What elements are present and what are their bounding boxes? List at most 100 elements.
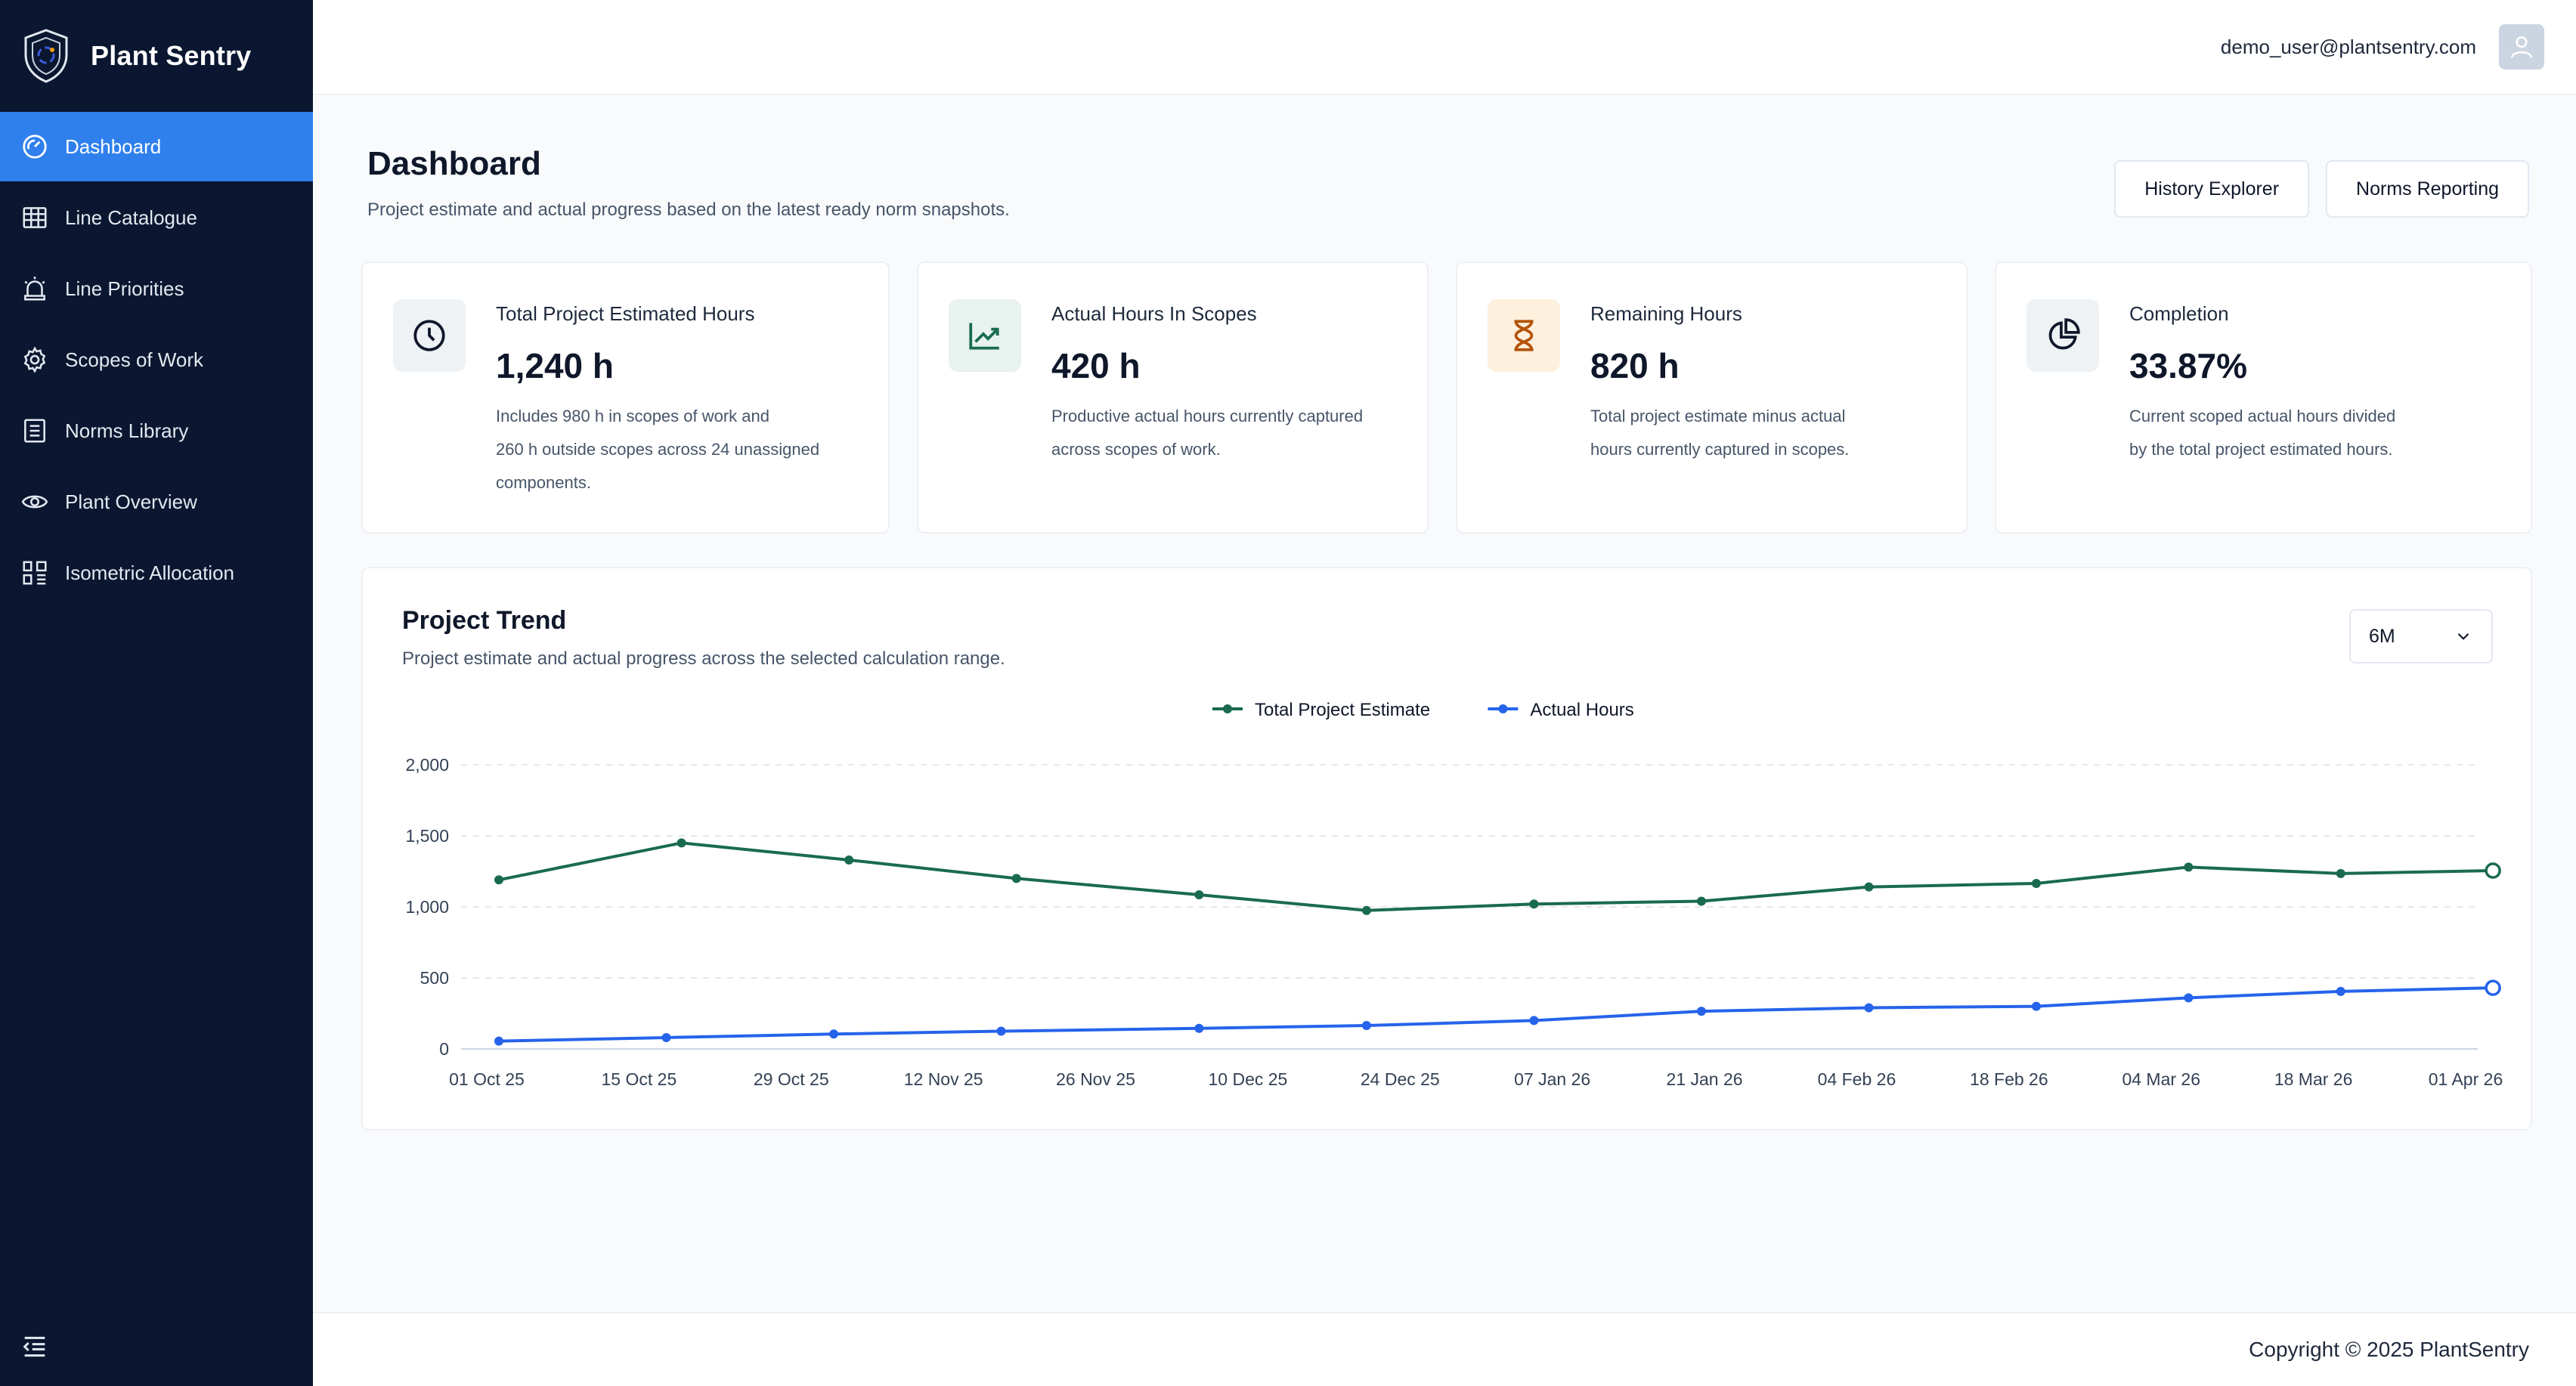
sidebar-item-plant-overview[interactable]: Plant Overview [0, 467, 313, 537]
kpi-card-remaining-hours: Remaining Hours 820 h Total project esti… [1456, 261, 1968, 534]
alarm-light-icon [20, 274, 50, 304]
kpi-label: Actual Hours In Scopes [1051, 302, 1257, 325]
range-select[interactable]: 6M [2349, 609, 2493, 664]
sidebar-item-line-priorities[interactable]: Line Priorities [0, 254, 313, 323]
data-point [1011, 874, 1021, 883]
kpi-description-line: components. [496, 473, 591, 492]
data-point [1529, 899, 1539, 909]
data-point [1696, 1007, 1706, 1016]
kpi-label: Completion [2129, 302, 2229, 325]
kpi-card-total-estimated: Total Project Estimated Hours 1,240 h In… [361, 261, 890, 534]
avatar[interactable] [2499, 24, 2544, 70]
data-point [1864, 882, 1874, 892]
data-point [2485, 979, 2501, 996]
page-header: Dashboard Project estimate and actual pr… [367, 145, 1010, 221]
range-select-value: 6M [2369, 625, 2395, 647]
pie-chart-icon [2026, 299, 2100, 372]
page-subtitle: Project estimate and actual progress bas… [367, 200, 1010, 220]
sidebar-item-label: Line Priorities [65, 277, 184, 300]
sidebar-item-label: Norms Library [65, 419, 189, 442]
table-grid-icon [20, 203, 50, 233]
x-tick-label: 01 Oct 25 [449, 1069, 525, 1089]
x-tick-label: 04 Mar 26 [2122, 1069, 2200, 1089]
user-email: demo_user@plantsentry.com [2220, 35, 2476, 58]
x-tick-label: 18 Mar 26 [2274, 1069, 2353, 1089]
sidebar-item-dashboard[interactable]: Dashboard [0, 112, 313, 181]
main-content: Dashboard Project estimate and actual pr… [313, 95, 2576, 1312]
data-point [1194, 1023, 1204, 1033]
kpi-description-line: Total project estimate minus actual [1590, 407, 1846, 425]
legend-label: Actual Hours [1530, 700, 1633, 720]
kpi-label: Remaining Hours [1590, 302, 1742, 325]
shield-logo-icon [24, 29, 68, 83]
data-point [1361, 1020, 1371, 1030]
sidebar-item-norms-library[interactable]: Norms Library [0, 396, 313, 466]
kpi-value: 33.87% [2129, 346, 2248, 385]
kpi-description: Includes 980 h in scopes of work and 260… [496, 400, 819, 500]
sidebar-item-isometric-allocation[interactable]: Isometric Allocation [0, 538, 313, 608]
x-tick-label: 29 Oct 25 [754, 1069, 829, 1089]
kpi-card-completion: Completion 33.87% Current scoped actual … [1995, 261, 2532, 534]
kpi-description-line: Current scoped actual hours divided [2129, 407, 2396, 425]
kpi-description-line: 260 h outside scopes across 24 unassigne… [496, 440, 820, 459]
topbar: demo_user@plantsentry.com [313, 0, 2576, 95]
sidebar-item-label: Isometric Allocation [65, 561, 234, 584]
x-tick-label: 21 Jan 26 [1667, 1069, 1743, 1089]
x-tick-label: 01 Apr 26 [2429, 1069, 2503, 1089]
data-point [2485, 862, 2501, 879]
legend-swatch-dot [1498, 704, 1508, 713]
sidebar-item-line-catalogue[interactable]: Line Catalogue [0, 183, 313, 252]
book-list-icon [20, 416, 50, 446]
gear-icon [20, 345, 50, 375]
sidebar-item-scopes-of-work[interactable]: Scopes of Work [0, 325, 313, 394]
x-tick-label: 24 Dec 25 [1361, 1069, 1440, 1089]
project-trend-panel: Project Trend Project estimate and actua… [361, 567, 2532, 1131]
x-tick-label: 04 Feb 26 [1818, 1069, 1896, 1089]
kpi-value: 1,240 h [496, 346, 614, 385]
data-point [677, 838, 686, 848]
kpi-value: 420 h [1051, 346, 1141, 385]
data-point [1864, 1003, 1874, 1013]
series-line [498, 986, 2494, 1043]
dashboard-gauge-icon [20, 131, 50, 162]
y-tick-label: 500 [420, 968, 449, 988]
x-tick-label: 26 Nov 25 [1056, 1069, 1135, 1089]
y-tick-label: 2,000 [405, 755, 449, 775]
data-point [2031, 878, 2041, 888]
kpi-value: 820 h [1590, 346, 1680, 385]
kpi-description: Total project estimate minus actual hour… [1590, 400, 1849, 466]
sidebar-nav: Dashboard Line Catalogue Line Priorities… [0, 112, 313, 608]
data-point [2184, 993, 2194, 1003]
sidebar-item-label: Dashboard [65, 135, 162, 158]
kpi-description: Current scoped actual hours divided by t… [2129, 400, 2395, 466]
kpi-description-line: across scopes of work. [1051, 440, 1221, 459]
clock-icon [393, 299, 466, 372]
data-point [2031, 1001, 2041, 1011]
data-point [661, 1032, 671, 1042]
collapse-sidebar-icon[interactable] [20, 1332, 50, 1362]
header-actions: History Explorer Norms Reporting [2114, 160, 2529, 218]
data-point [494, 875, 503, 885]
norms-reporting-button[interactable]: Norms Reporting [2326, 160, 2529, 218]
brand[interactable]: Plant Sentry [0, 0, 313, 112]
trend-up-icon [948, 299, 1021, 372]
data-point [829, 1029, 839, 1039]
data-point [1194, 890, 1204, 900]
data-point [2336, 868, 2345, 878]
sidebar-item-label: Scopes of Work [65, 348, 204, 371]
series-line [498, 841, 2494, 912]
eye-icon [20, 487, 50, 517]
chevron-down-icon [2457, 633, 2469, 640]
x-tick-label: 15 Oct 25 [602, 1069, 677, 1089]
kpi-description-line: Productive actual hours currently captur… [1051, 407, 1364, 425]
x-tick-label: 07 Jan 26 [1514, 1069, 1590, 1089]
trend-subtitle: Project estimate and actual progress acr… [402, 648, 1005, 669]
footer: Copyright © 2025 PlantSentry [313, 1312, 2576, 1386]
brand-name: Plant Sentry [91, 40, 252, 71]
kpi-label: Total Project Estimated Hours [496, 302, 755, 325]
history-explorer-button[interactable]: History Explorer [2114, 160, 2310, 218]
sidebar-item-label: Plant Overview [65, 490, 197, 513]
data-point [1361, 905, 1371, 915]
data-point [494, 1036, 503, 1046]
x-tick-label: 12 Nov 25 [904, 1069, 983, 1089]
